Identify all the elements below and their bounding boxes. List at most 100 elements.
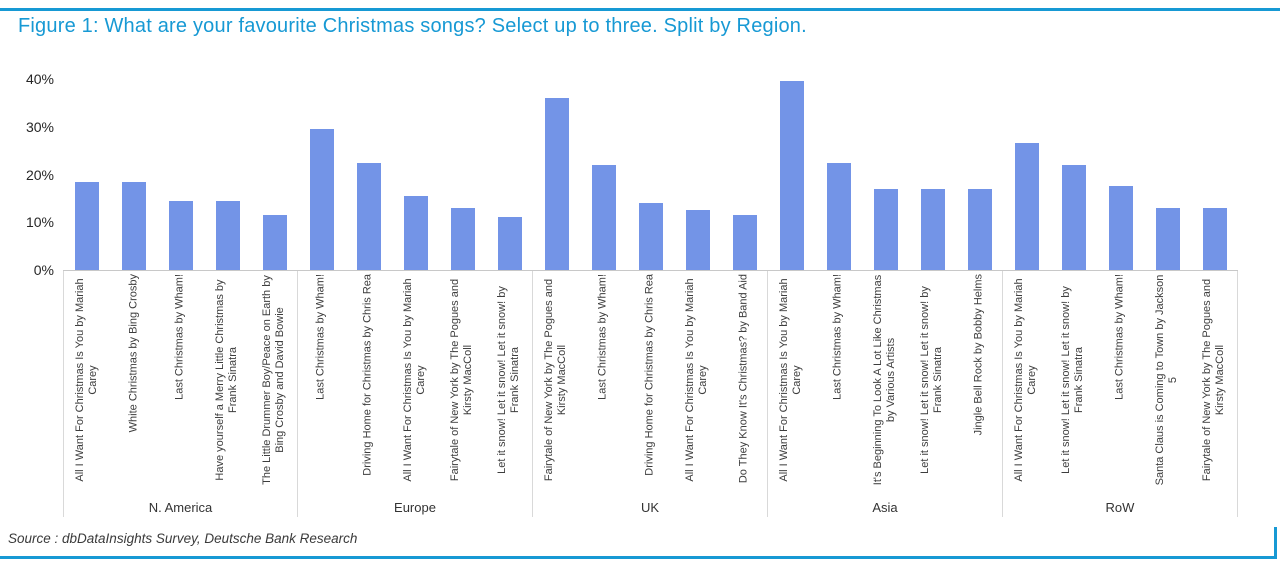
song-label: Driving Home for Christmas by Chris Rea bbox=[643, 274, 656, 476]
bar-slot bbox=[1050, 79, 1097, 270]
song-label-slot: All I Want For Christmas Is You by Maria… bbox=[1003, 271, 1050, 517]
y-tick-label: 10% bbox=[25, 214, 54, 231]
category-label-area: Last Christmas by Wham! Driving Home for … bbox=[298, 271, 533, 517]
bar bbox=[74, 181, 99, 270]
song-label: All I Want For Christmas Is You by Maria… bbox=[778, 278, 804, 482]
song-label: Do They Know It's Christmas? by Band Aid bbox=[737, 274, 750, 484]
y-tick-label: 0% bbox=[33, 262, 54, 278]
song-label-slot: All I Want For Christmas Is You by Maria… bbox=[673, 271, 720, 517]
bar bbox=[826, 162, 851, 270]
song-label-slot: Jingle Bell Rock by Bobby Helms bbox=[955, 271, 1002, 517]
bar-slot bbox=[533, 79, 580, 270]
bar-slot bbox=[298, 79, 345, 270]
figure-title: Figure 1: What are your favourite Christ… bbox=[18, 15, 807, 37]
song-label-slot: Last Christmas by Wham! bbox=[1097, 271, 1144, 517]
bar-slot bbox=[1144, 79, 1191, 270]
category-label-area: All I Want For Christmas Is You by Maria… bbox=[63, 271, 298, 517]
region-group: All I Want For Christmas Is You by Maria… bbox=[1003, 79, 1238, 517]
bar bbox=[685, 210, 710, 270]
song-label-slot: Last Christmas by Wham! bbox=[157, 271, 204, 517]
bar bbox=[262, 215, 287, 270]
source-note: Source : dbDataInsights Survey, Deutsche… bbox=[8, 531, 358, 546]
top-accent-rule bbox=[0, 8, 1280, 11]
bar bbox=[544, 98, 569, 270]
chart-area: All I Want For Christmas Is You by Maria… bbox=[63, 79, 1238, 517]
song-label-slot: All I Want For Christmas Is You by Maria… bbox=[392, 271, 439, 517]
bar-slot bbox=[1003, 79, 1050, 270]
song-label-slot: Fairytale of New York by The Pogues and … bbox=[533, 271, 580, 517]
bar bbox=[591, 164, 616, 270]
song-label-slot: Last Christmas by Wham! bbox=[298, 271, 345, 517]
song-label-slot: The Little Drummer Boy/Peace on Earth by… bbox=[250, 271, 297, 517]
bar bbox=[779, 81, 804, 270]
song-label: The Little Drummer Boy/Peace on Earth by… bbox=[260, 275, 286, 485]
bar-slot bbox=[862, 79, 909, 270]
bar bbox=[1061, 164, 1086, 270]
bar bbox=[1108, 186, 1133, 270]
bars-row bbox=[768, 79, 1003, 271]
song-label-slot: Driving Home for Christmas by Chris Rea bbox=[627, 271, 674, 517]
bar bbox=[638, 203, 663, 270]
song-label-slot: All I Want For Christmas Is You by Maria… bbox=[64, 271, 111, 517]
bar-slot bbox=[110, 79, 157, 270]
song-label: All I Want For Christmas Is You by Maria… bbox=[74, 278, 100, 482]
song-label-slot: Last Christmas by Wham! bbox=[580, 271, 627, 517]
bar bbox=[920, 188, 945, 270]
song-label-slot: Let it snow! Let it snow! Let it snow! b… bbox=[1050, 271, 1097, 517]
song-label: Have yourself a Merry Little Christmas b… bbox=[214, 279, 240, 481]
bar-slot bbox=[580, 79, 627, 270]
region-label: RoW bbox=[1105, 500, 1135, 515]
song-label-slot: It's Beginning To Look A Lot Like Christ… bbox=[862, 271, 909, 517]
song-label-slot: Let it snow! Let it snow! Let it snow! b… bbox=[908, 271, 955, 517]
bar-slot bbox=[815, 79, 862, 270]
song-label-slot: Fairytale of New York by The Pogues and … bbox=[1190, 271, 1237, 517]
song-label: All I Want For Christmas Is You by Maria… bbox=[401, 278, 427, 482]
bar bbox=[309, 129, 334, 270]
bars-row bbox=[298, 79, 533, 271]
bar bbox=[450, 207, 475, 270]
region-label: Asia bbox=[872, 500, 898, 515]
bar-slot bbox=[63, 79, 110, 270]
y-tick-label: 30% bbox=[25, 118, 54, 135]
y-axis: 40% 30% 20% 10% 0% bbox=[0, 72, 54, 279]
song-label-slot: All I Want For Christmas Is You by Maria… bbox=[768, 271, 815, 517]
bar-slot bbox=[251, 79, 298, 270]
category-label-area: All I Want For Christmas Is You by Maria… bbox=[768, 271, 1003, 517]
song-label: Jingle Bell Rock by Bobby Helms bbox=[972, 274, 985, 436]
title-accent-bar bbox=[0, 0, 4, 34]
song-label-slot: Last Christmas by Wham! bbox=[815, 271, 862, 517]
song-label-row: All I Want For Christmas Is You by Maria… bbox=[768, 271, 1002, 517]
bar-slot bbox=[345, 79, 392, 270]
song-label: Last Christmas by Wham! bbox=[173, 274, 186, 400]
song-label: Let it snow! Let it snow! Let it snow! b… bbox=[1060, 286, 1086, 474]
bar-groups: All I Want For Christmas Is You by Maria… bbox=[63, 79, 1238, 517]
bar bbox=[732, 215, 757, 270]
region-group: Fairytale of New York by The Pogues and … bbox=[533, 79, 768, 517]
bar-slot bbox=[627, 79, 674, 270]
bar bbox=[1014, 143, 1039, 270]
bottom-right-accent-tick bbox=[1274, 527, 1277, 557]
bar-slot bbox=[768, 79, 815, 270]
song-label: All I Want For Christmas Is You by Maria… bbox=[683, 278, 709, 482]
song-label: Santa Claus is Coming to Town by Jackson… bbox=[1153, 274, 1179, 486]
bar-slot bbox=[157, 79, 204, 270]
category-label-area: Fairytale of New York by The Pogues and … bbox=[533, 271, 768, 517]
bar bbox=[215, 200, 240, 270]
song-label: Let it snow! Let it snow! Let it snow! b… bbox=[918, 286, 944, 474]
song-label: Driving Home for Christmas by Chris Rea bbox=[361, 274, 374, 476]
song-label-row: All I Want For Christmas Is You by Maria… bbox=[64, 271, 297, 517]
song-label-row: Last Christmas by Wham! Driving Home for … bbox=[298, 271, 532, 517]
bar-slot bbox=[956, 79, 1003, 270]
bar-slot bbox=[1097, 79, 1144, 270]
bars-row bbox=[533, 79, 768, 271]
song-label-row: All I Want For Christmas Is You by Maria… bbox=[1003, 271, 1237, 517]
bar-slot bbox=[486, 79, 533, 270]
song-label-slot: Santa Claus is Coming to Town by Jackson… bbox=[1143, 271, 1190, 517]
region-group: All I Want For Christmas Is You by Maria… bbox=[63, 79, 298, 517]
category-label-area: All I Want For Christmas Is You by Maria… bbox=[1003, 271, 1238, 517]
song-label: Fairytale of New York by The Pogues and … bbox=[1200, 278, 1226, 482]
song-label: Last Christmas by Wham! bbox=[596, 274, 609, 400]
bars-row bbox=[63, 79, 298, 271]
bar bbox=[121, 181, 146, 270]
